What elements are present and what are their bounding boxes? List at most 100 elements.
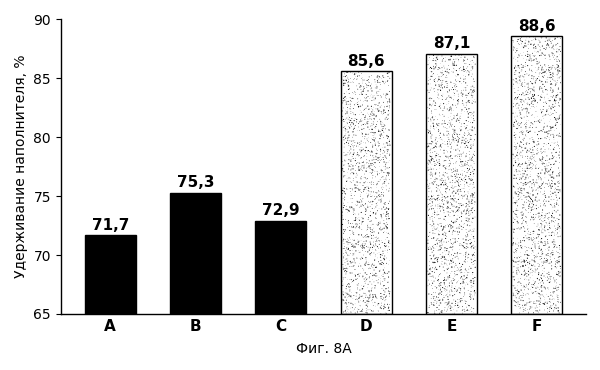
- Point: [529, 35, 538, 41]
- Point: [341, 217, 350, 223]
- Point: [430, 259, 439, 265]
- Point: [553, 254, 563, 260]
- Point: [376, 281, 385, 287]
- Point: [518, 181, 528, 186]
- Point: [434, 229, 444, 235]
- Point: [535, 277, 544, 283]
- Point: [362, 160, 372, 166]
- Point: [357, 308, 367, 314]
- Point: [529, 214, 538, 220]
- Point: [347, 228, 357, 234]
- Point: [538, 288, 547, 294]
- Point: [365, 252, 375, 258]
- Point: [443, 185, 452, 191]
- Point: [367, 201, 377, 207]
- Point: [448, 133, 457, 139]
- Point: [513, 77, 523, 83]
- Point: [383, 206, 393, 212]
- Point: [552, 61, 562, 67]
- Point: [355, 73, 364, 79]
- Point: [456, 223, 466, 229]
- Point: [461, 158, 470, 164]
- Point: [347, 290, 356, 296]
- Point: [515, 192, 524, 198]
- Point: [382, 226, 392, 232]
- Point: [436, 251, 445, 257]
- Point: [465, 208, 475, 214]
- Point: [536, 272, 546, 278]
- Point: [526, 191, 535, 197]
- Point: [545, 70, 555, 75]
- Point: [548, 276, 558, 282]
- Point: [516, 185, 526, 191]
- Point: [379, 218, 389, 223]
- Point: [450, 277, 460, 283]
- Point: [511, 260, 521, 266]
- Point: [509, 283, 518, 289]
- Point: [385, 105, 394, 111]
- Point: [371, 246, 380, 252]
- Point: [462, 177, 472, 183]
- Point: [433, 138, 442, 144]
- Point: [518, 137, 527, 142]
- Point: [345, 240, 355, 246]
- Point: [350, 102, 359, 108]
- Point: [461, 95, 471, 101]
- Point: [451, 262, 461, 268]
- Point: [453, 71, 463, 77]
- Point: [553, 72, 562, 78]
- Point: [529, 179, 539, 185]
- Point: [511, 135, 520, 141]
- Point: [431, 100, 440, 106]
- Bar: [511, 36, 562, 314]
- Point: [428, 217, 437, 223]
- Point: [551, 64, 561, 70]
- Point: [547, 40, 556, 46]
- Point: [383, 142, 392, 148]
- Point: [457, 212, 466, 218]
- Point: [552, 58, 562, 64]
- Point: [367, 97, 376, 103]
- Point: [536, 239, 546, 245]
- Point: [548, 94, 557, 100]
- Point: [370, 235, 380, 241]
- Point: [379, 121, 388, 127]
- Point: [344, 134, 353, 140]
- Point: [440, 197, 449, 203]
- Point: [554, 216, 563, 222]
- Point: [541, 193, 550, 199]
- Point: [455, 113, 465, 119]
- Point: [539, 104, 548, 110]
- Point: [344, 208, 354, 214]
- Point: [346, 309, 356, 315]
- Point: [464, 110, 473, 116]
- Point: [372, 83, 382, 89]
- Point: [384, 240, 394, 246]
- Point: [515, 168, 525, 174]
- Point: [550, 181, 560, 187]
- Point: [428, 280, 437, 286]
- Point: [509, 264, 519, 270]
- Point: [508, 133, 518, 139]
- Point: [448, 229, 458, 235]
- Point: [468, 276, 478, 282]
- Point: [527, 193, 537, 199]
- Point: [464, 303, 474, 309]
- Point: [525, 102, 535, 108]
- Point: [346, 157, 356, 162]
- Point: [445, 225, 455, 231]
- Point: [449, 307, 458, 313]
- Point: [546, 162, 556, 168]
- Point: [353, 242, 363, 248]
- Point: [464, 111, 473, 117]
- Point: [372, 190, 382, 196]
- Point: [426, 204, 436, 209]
- Point: [339, 296, 349, 302]
- Point: [430, 307, 439, 313]
- Point: [367, 126, 377, 132]
- Point: [455, 187, 465, 193]
- Point: [379, 100, 388, 105]
- Point: [527, 184, 536, 190]
- Point: [377, 195, 386, 201]
- Point: [526, 200, 536, 206]
